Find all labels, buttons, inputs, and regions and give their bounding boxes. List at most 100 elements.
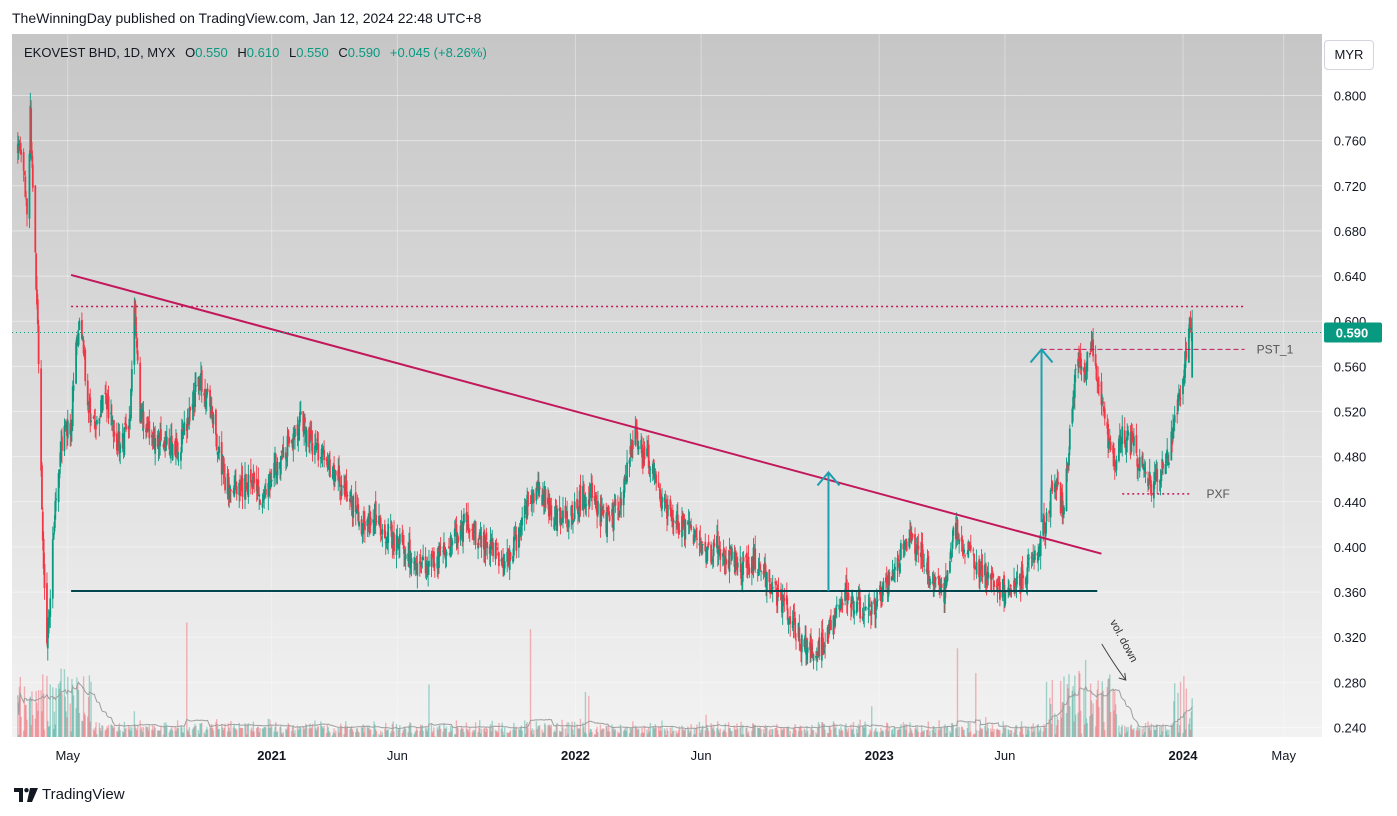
candle-body[interactable] [299, 411, 302, 415]
candle-body[interactable] [398, 534, 401, 545]
candle-body[interactable] [865, 607, 867, 609]
candle-body[interactable] [228, 487, 231, 500]
candle-body[interactable] [282, 447, 285, 458]
candle-body[interactable] [972, 549, 975, 551]
candle-body[interactable] [687, 522, 690, 525]
candle-body[interactable] [759, 564, 762, 570]
candle-body[interactable] [752, 547, 755, 572]
candle-body[interactable] [897, 558, 900, 562]
candle-body[interactable] [1030, 556, 1033, 558]
candle-body[interactable] [707, 542, 710, 545]
candle-body[interactable] [585, 504, 588, 506]
candle-body[interactable] [765, 572, 768, 591]
candle-body[interactable] [818, 637, 821, 657]
candle-body[interactable] [445, 551, 448, 556]
candle-body[interactable] [360, 519, 363, 535]
candle-body[interactable] [851, 595, 854, 600]
candle-body[interactable] [663, 497, 666, 503]
candle-body[interactable] [113, 431, 116, 437]
candle-body[interactable] [764, 562, 767, 575]
candle-body[interactable] [1185, 351, 1188, 358]
candle-body[interactable] [914, 548, 917, 556]
candle-body[interactable] [485, 532, 488, 541]
candle-body[interactable] [838, 604, 841, 610]
candle-body[interactable] [349, 492, 352, 500]
candle-body[interactable] [904, 538, 907, 544]
candle-body[interactable] [718, 546, 721, 550]
candle-body[interactable] [442, 550, 445, 552]
candle-body[interactable] [713, 543, 716, 546]
candle-body[interactable] [467, 514, 469, 530]
candle-body[interactable] [1170, 431, 1173, 461]
candle-body[interactable] [250, 480, 253, 485]
candle-body[interactable] [315, 444, 318, 450]
candle-body[interactable] [1133, 436, 1135, 447]
candle-body[interactable] [125, 423, 127, 430]
candle-body[interactable] [52, 532, 55, 540]
candle-body[interactable] [698, 543, 701, 546]
candle-body[interactable] [1130, 432, 1133, 452]
candle-body[interactable] [130, 369, 133, 392]
candle-body[interactable] [1043, 515, 1045, 525]
candle-body[interactable] [661, 496, 663, 510]
projection-arrow[interactable] [816, 470, 841, 591]
candle-body[interactable] [276, 461, 279, 476]
candle-body[interactable] [623, 476, 626, 493]
candle-body[interactable] [160, 429, 162, 441]
candle-body[interactable] [188, 408, 191, 425]
candle-body[interactable] [1149, 476, 1152, 487]
candle-body[interactable] [1109, 441, 1112, 451]
candle-body[interactable] [61, 436, 63, 451]
candle-body[interactable] [1084, 374, 1087, 380]
candle-body[interactable] [1113, 460, 1116, 468]
candle-body[interactable] [264, 489, 267, 496]
candle-body[interactable] [523, 505, 526, 519]
candle-body[interactable] [1098, 384, 1100, 387]
candle-body[interactable] [785, 595, 788, 605]
candle-body[interactable] [1135, 435, 1138, 454]
candle-body[interactable] [92, 417, 95, 419]
candle-body[interactable] [317, 443, 320, 461]
candle-body[interactable] [515, 534, 518, 551]
candle-body[interactable] [309, 430, 312, 434]
candle-body[interactable] [222, 456, 225, 471]
candle-body[interactable] [618, 511, 621, 518]
candle-body[interactable] [321, 452, 324, 454]
candle-body[interactable] [438, 551, 440, 568]
candle-body[interactable] [876, 599, 879, 601]
candle-body[interactable] [758, 562, 761, 566]
candle-body[interactable] [1176, 413, 1179, 415]
candle-body[interactable] [379, 517, 382, 536]
candle-body[interactable] [468, 530, 471, 532]
candle-body[interactable] [910, 533, 913, 542]
candle-body[interactable] [769, 584, 772, 586]
candle-body[interactable] [123, 427, 126, 455]
candle-body[interactable] [443, 542, 445, 550]
candle-body[interactable] [669, 499, 672, 510]
candle-body[interactable] [1118, 438, 1120, 461]
candle-body[interactable] [993, 581, 995, 587]
candle-body[interactable] [1191, 332, 1194, 378]
candle-body[interactable] [888, 571, 891, 586]
candle-body[interactable] [532, 493, 535, 504]
candle-body[interactable] [478, 532, 481, 540]
candle-body[interactable] [742, 557, 745, 562]
candle-body[interactable] [1147, 478, 1149, 487]
candle-body[interactable] [990, 573, 993, 580]
currency-button[interactable]: MYR [1324, 40, 1374, 70]
candle-body[interactable] [649, 469, 652, 471]
candle-body[interactable] [927, 555, 930, 580]
candle-body[interactable] [223, 470, 226, 472]
candle-body[interactable] [234, 480, 237, 491]
candle-body[interactable] [401, 532, 404, 543]
candle-body[interactable] [529, 503, 532, 505]
candle-body[interactable] [1141, 455, 1144, 467]
candle-body[interactable] [66, 420, 69, 439]
candle-body[interactable] [30, 108, 33, 153]
candle-body[interactable] [427, 563, 430, 574]
candle-body[interactable] [87, 410, 90, 414]
candle-body[interactable] [269, 480, 272, 488]
candle-body[interactable] [274, 454, 277, 476]
candle-body[interactable] [1118, 434, 1121, 448]
candle-body[interactable] [205, 401, 207, 407]
